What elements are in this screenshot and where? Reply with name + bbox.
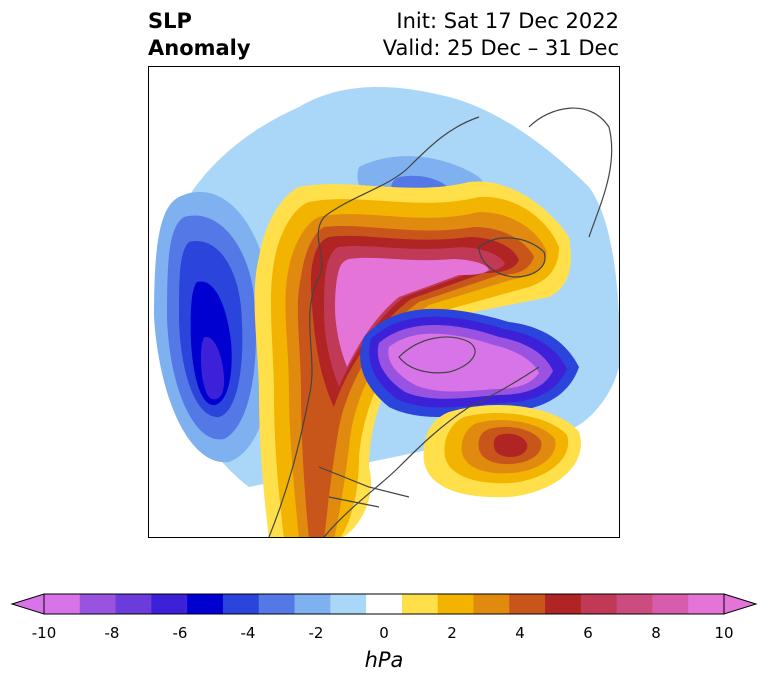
colorbar-extend-low xyxy=(10,593,45,615)
hudson-low-core xyxy=(388,333,539,392)
colorbar-cell xyxy=(652,594,689,614)
colorbar-cell xyxy=(580,594,618,614)
colorbar-unit: hPa xyxy=(364,648,404,672)
colorbar-tick-label: 10 xyxy=(714,624,734,642)
map-panel xyxy=(148,66,620,538)
colorbar-cell xyxy=(115,594,152,614)
colorbar-cell xyxy=(151,594,188,614)
anomaly-map xyxy=(154,87,619,537)
colorbar-cell xyxy=(616,594,653,614)
map-dates: Init: Sat 17 Dec 2022 Valid: 25 Dec – 31… xyxy=(383,8,619,62)
pacific-low-core xyxy=(201,336,225,400)
colorbar-tick-label: 4 xyxy=(515,624,525,642)
colorbar-extend-high xyxy=(723,593,758,615)
colorbar-cell xyxy=(330,594,367,614)
coastlines xyxy=(268,107,613,537)
positive-anomaly-7 xyxy=(335,257,489,367)
colorbar-cell xyxy=(437,594,474,614)
colorbar-cell xyxy=(44,594,81,614)
colorbar-tick-label: -10 xyxy=(31,624,57,642)
colorbar-cells xyxy=(10,593,758,615)
colorbar-tick-label: 0 xyxy=(379,624,389,642)
colorbar xyxy=(10,593,758,615)
colorbar-tick-label: 8 xyxy=(651,624,661,642)
colorbar-tick-label: -8 xyxy=(104,624,120,642)
colorbar-cell xyxy=(258,594,296,614)
colorbar-cell xyxy=(401,594,439,614)
colorbar-cell xyxy=(187,594,224,614)
title-variable-line2: Anomaly xyxy=(148,36,251,60)
colorbar-cell xyxy=(688,594,725,614)
colorbar-tick-label: -2 xyxy=(308,624,324,642)
colorbar-tick-label: 6 xyxy=(583,624,593,642)
colorbar-tick-label: -6 xyxy=(172,624,188,642)
title-variable-line1: SLP xyxy=(148,9,192,33)
colorbar-tick-label: 2 xyxy=(447,624,457,642)
colorbar-cell xyxy=(545,594,582,614)
colorbar-cell xyxy=(366,594,403,614)
init-date: Init: Sat 17 Dec 2022 xyxy=(396,9,619,33)
colorbar-tick-label: -4 xyxy=(240,624,256,642)
colorbar-cell xyxy=(222,594,260,614)
colorbar-frame xyxy=(43,593,725,615)
colorbar-cell xyxy=(294,594,331,614)
colorbar-cell xyxy=(473,594,510,614)
valid-dates: Valid: 25 Dec – 31 Dec xyxy=(382,36,619,60)
map-title: SLP Anomaly xyxy=(148,8,251,62)
colorbar-cell xyxy=(79,594,117,614)
atlantic-high-core xyxy=(493,433,528,457)
colorbar-cell xyxy=(509,594,546,614)
